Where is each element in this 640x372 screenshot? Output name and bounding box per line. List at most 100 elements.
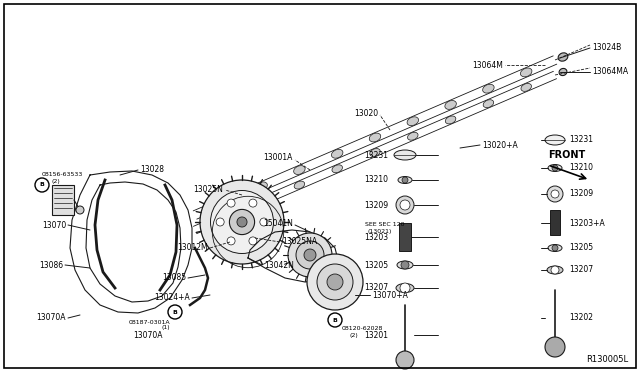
Circle shape [227,199,235,207]
Ellipse shape [408,132,418,140]
Ellipse shape [547,266,563,274]
Ellipse shape [445,116,456,124]
Ellipse shape [407,117,419,126]
Ellipse shape [396,283,414,292]
Text: 13210: 13210 [364,176,388,185]
Text: 13205: 13205 [569,244,593,253]
Circle shape [545,337,565,357]
Ellipse shape [559,68,567,76]
Circle shape [551,190,559,198]
Circle shape [304,249,316,261]
Ellipse shape [369,133,381,142]
Text: 13210: 13210 [569,164,593,173]
Text: B: B [173,310,177,314]
Text: 13209: 13209 [569,189,593,199]
Text: 13202: 13202 [569,314,593,323]
Bar [550,210,560,235]
Circle shape [237,217,247,227]
Ellipse shape [545,135,565,145]
Text: 13070+A: 13070+A [372,291,408,299]
Text: 15041N: 15041N [263,218,293,228]
Text: 13070A: 13070A [36,314,66,323]
Ellipse shape [218,214,229,222]
Text: SEE SEC 120: SEE SEC 120 [365,222,404,228]
Text: 13205: 13205 [364,260,388,269]
Circle shape [249,237,257,245]
Circle shape [402,177,408,183]
Ellipse shape [483,84,494,93]
Circle shape [35,178,49,192]
Circle shape [396,196,414,214]
Text: 13025NA: 13025NA [282,237,317,247]
Circle shape [168,305,182,319]
Text: 13203: 13203 [364,232,388,241]
Circle shape [328,313,342,327]
Bar [52,185,74,215]
Text: 08120-62028: 08120-62028 [342,326,383,330]
Text: 13203+A: 13203+A [569,218,605,228]
Text: 13020+A: 13020+A [482,141,518,150]
Circle shape [229,209,255,235]
Ellipse shape [521,83,531,92]
Text: 13042N: 13042N [264,260,294,269]
Text: 13209: 13209 [364,201,388,209]
Text: 13231: 13231 [569,135,593,144]
Circle shape [317,264,353,300]
Text: 08156-63533: 08156-63533 [42,173,83,177]
Text: B: B [333,317,337,323]
Ellipse shape [483,100,493,108]
Circle shape [307,254,363,310]
Text: (1): (1) [161,326,170,330]
Text: R130005L: R130005L [586,356,628,365]
Bar [399,223,411,251]
Ellipse shape [332,165,342,173]
Text: 13201: 13201 [364,330,388,340]
Ellipse shape [370,148,380,157]
Circle shape [401,261,409,269]
Circle shape [216,218,224,226]
Text: 13012M: 13012M [177,244,208,253]
Circle shape [400,200,410,210]
Circle shape [400,283,410,293]
Text: 13024+A: 13024+A [154,294,190,302]
Circle shape [547,186,563,202]
Circle shape [76,206,84,214]
Circle shape [551,266,559,274]
Ellipse shape [256,182,268,191]
Circle shape [249,199,257,207]
Text: 13207: 13207 [569,266,593,275]
Text: 13025N: 13025N [193,186,223,195]
Text: (13021): (13021) [367,230,392,234]
Circle shape [211,190,273,253]
Circle shape [327,274,343,290]
Circle shape [296,241,324,269]
Text: 13085: 13085 [162,273,186,282]
Text: (2): (2) [350,333,359,337]
Ellipse shape [332,150,343,158]
Text: 13064MA: 13064MA [592,67,628,77]
Ellipse shape [548,244,562,251]
Ellipse shape [294,181,305,189]
Text: 13024B: 13024B [592,44,621,52]
Text: 13020: 13020 [354,109,378,118]
Text: 13207: 13207 [364,283,388,292]
Text: 13028: 13028 [140,166,164,174]
Ellipse shape [394,150,416,160]
Text: 08187-0301A: 08187-0301A [129,320,170,324]
Ellipse shape [218,198,230,207]
Ellipse shape [445,100,456,109]
Ellipse shape [257,198,267,205]
Text: B: B [40,183,44,187]
Circle shape [200,180,284,264]
Text: 13001A: 13001A [264,154,293,163]
Text: 13070: 13070 [42,221,66,230]
Circle shape [552,165,558,171]
Circle shape [288,233,332,277]
Text: (2): (2) [52,180,61,185]
Text: 13064M: 13064M [472,61,503,70]
Circle shape [227,237,235,245]
Text: 13086: 13086 [39,260,63,269]
Ellipse shape [398,176,412,183]
Circle shape [260,218,268,226]
Ellipse shape [294,166,305,174]
